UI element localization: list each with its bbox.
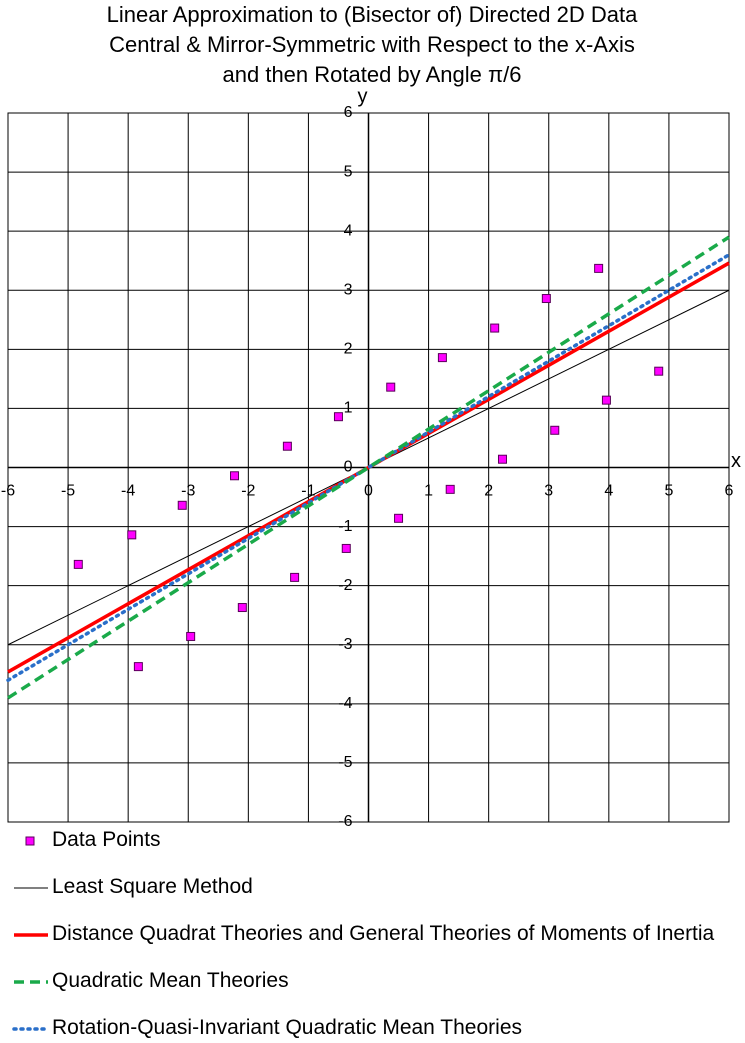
data-point bbox=[445, 484, 455, 494]
data-point bbox=[497, 454, 507, 464]
legend-label: Data Points bbox=[52, 828, 161, 851]
x-tick-label: 3 bbox=[544, 483, 553, 500]
y-tick-label: 4 bbox=[344, 222, 353, 239]
fit-line bbox=[6, 253, 731, 682]
y-tick-label: 6 bbox=[344, 104, 353, 121]
y-tick-label: -1 bbox=[338, 518, 352, 535]
x-tick-label: 4 bbox=[604, 483, 613, 500]
x-tick-label: 6 bbox=[725, 483, 734, 500]
y-tick-label: 2 bbox=[344, 341, 353, 358]
x-axis-label: x bbox=[731, 450, 741, 472]
data-point bbox=[127, 530, 137, 540]
x-tick-label: 2 bbox=[484, 483, 493, 500]
legend-marker bbox=[25, 836, 35, 846]
fit-line bbox=[7, 235, 730, 700]
data-point bbox=[394, 513, 404, 523]
y-tick-label: -2 bbox=[338, 577, 352, 594]
data-point bbox=[341, 543, 351, 553]
y-tick-label: -4 bbox=[338, 695, 352, 712]
data-point bbox=[490, 323, 500, 333]
data-point bbox=[186, 631, 196, 641]
legend-label: Quadratic Mean Theories bbox=[52, 969, 289, 992]
data-point bbox=[133, 662, 143, 672]
chart-title: and then Rotated by Angle π/6 bbox=[223, 62, 522, 87]
y-tick-label: 1 bbox=[344, 400, 353, 417]
legend-label: Least Square Method bbox=[52, 875, 253, 898]
data-point bbox=[333, 412, 343, 422]
y-tick-label: 5 bbox=[344, 163, 353, 180]
data-point bbox=[386, 382, 396, 392]
x-tick-label: -6 bbox=[1, 483, 15, 500]
y-tick-label: -6 bbox=[338, 813, 352, 830]
x-tick-label: 5 bbox=[664, 483, 673, 500]
data-point bbox=[550, 425, 560, 435]
data-point bbox=[594, 263, 604, 273]
data-point bbox=[437, 353, 447, 363]
x-tick-label: -5 bbox=[61, 483, 75, 500]
chart-title: Central & Mirror-Symmetric with Respect … bbox=[109, 32, 635, 57]
data-point bbox=[290, 572, 300, 582]
legend-label: Distance Quadrat Theories and General Th… bbox=[52, 922, 715, 945]
x-tick-label: -3 bbox=[181, 483, 195, 500]
data-point bbox=[654, 366, 664, 376]
data-point bbox=[237, 603, 247, 613]
x-tick-label: -4 bbox=[121, 483, 135, 500]
data-point bbox=[73, 559, 83, 569]
x-tick-label: -2 bbox=[241, 483, 255, 500]
chart-title: Linear Approximation to (Bisector of) Di… bbox=[107, 2, 638, 27]
y-tick-label: -3 bbox=[338, 636, 352, 653]
legend-label: Rotation-Quasi-Invariant Quadratic Mean … bbox=[52, 1016, 523, 1039]
x-tick-label: 1 bbox=[424, 483, 433, 500]
data-point bbox=[177, 500, 187, 510]
y-tick-label: -5 bbox=[338, 754, 352, 771]
y-axis-label: y bbox=[358, 85, 368, 107]
data-point bbox=[541, 294, 551, 304]
data-point bbox=[601, 395, 611, 405]
y-tick-label: 3 bbox=[344, 281, 353, 298]
data-point bbox=[282, 441, 292, 451]
data-point bbox=[230, 471, 240, 481]
